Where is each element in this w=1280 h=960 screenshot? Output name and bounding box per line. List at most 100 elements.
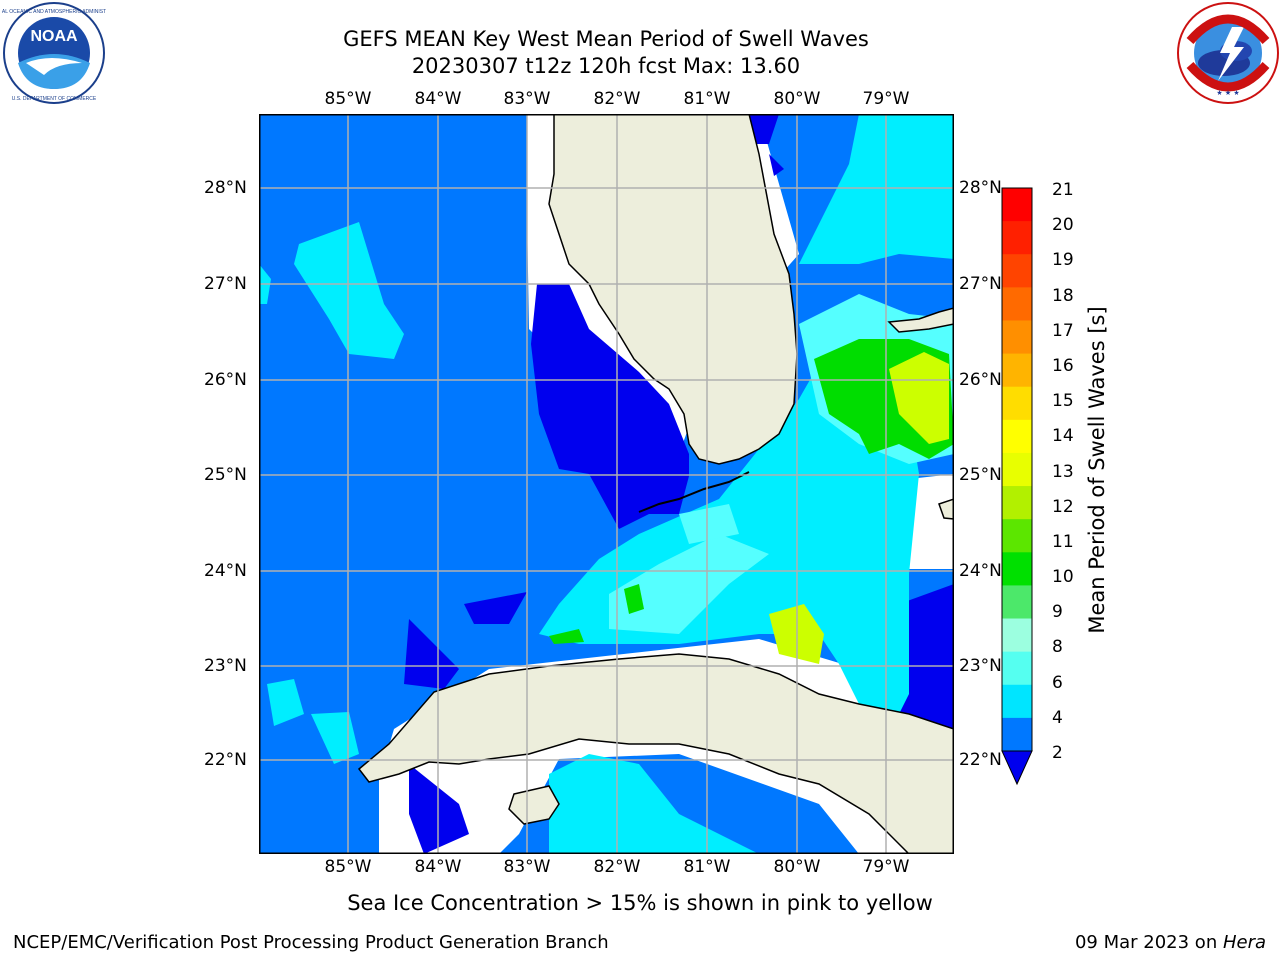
colorbar-band: [1002, 419, 1032, 454]
right-lat-label: 27°N: [959, 274, 1002, 294]
isla-juventud-land: [508, 785, 560, 825]
nws-logo-icon: ★ ★ ★: [1177, 2, 1279, 104]
colorbar-tick-label: 17: [1052, 320, 1074, 341]
svg-text:★ ★ ★: ★ ★ ★: [1216, 89, 1239, 97]
colorbar-band: [1002, 552, 1032, 586]
bahamas-land: [887, 307, 954, 333]
swell-period-map: [259, 114, 954, 854]
light-cyan-region: [679, 504, 739, 544]
colorbar-tick-label: 16: [1052, 355, 1074, 376]
host-name: Hera: [1222, 932, 1266, 953]
colorbar-band: [1002, 717, 1032, 752]
colorbar-tick-label: 18: [1052, 285, 1074, 306]
colorbar-band: [1002, 651, 1032, 686]
cyan-region: [311, 712, 359, 764]
colorbar-tick-label: 11: [1052, 531, 1074, 552]
top-lon-label: 85°W: [324, 89, 372, 109]
colorbar-under-triangle: [1001, 750, 1033, 786]
colorbar: [1001, 187, 1033, 786]
top-lon-label: 83°W: [503, 89, 551, 109]
right-lat-label: 25°N: [959, 465, 1002, 485]
bottom-lon-label: 85°W: [324, 857, 372, 877]
deep-blue-region: [769, 154, 784, 176]
map-grid: [259, 114, 954, 854]
svg-text:U.S. DEPARTMENT OF COMMERCE: U.S. DEPARTMENT OF COMMERCE: [12, 96, 97, 102]
green-region: [624, 584, 644, 614]
colorbar-band: [1002, 519, 1032, 553]
colorbar-tick-label: 4: [1052, 707, 1063, 728]
florida-keys: [638, 471, 750, 513]
top-lon-label: 81°W: [683, 89, 731, 109]
deep-blue-region: [409, 764, 469, 854]
right-lat-label: 28°N: [959, 178, 1002, 198]
bottom-lon-label: 80°W: [773, 857, 821, 877]
green-region: [549, 629, 584, 644]
left-lat-label: 26°N: [204, 370, 247, 390]
colorbar-label: Mean Period of Swell Waves [s]: [1085, 306, 1109, 634]
right-lat-label: 26°N: [959, 370, 1002, 390]
colorbar-tick-label: 19: [1052, 250, 1074, 271]
colorbar-tick-label: 13: [1052, 461, 1074, 482]
top-lon-label: 80°W: [773, 89, 821, 109]
left-lat-label: 27°N: [204, 274, 247, 294]
colorbar-band: [1002, 188, 1032, 222]
colorbar-band: [1002, 320, 1032, 355]
colorbar-tick-label: 2: [1052, 743, 1063, 763]
bottom-lon-label: 79°W: [862, 857, 910, 877]
colorbar-tick-label: 15: [1052, 391, 1074, 412]
top-lon-label: 84°W: [414, 89, 462, 109]
bahamas-land: [938, 498, 954, 520]
left-lat-label: 28°N: [204, 178, 247, 198]
bottom-lon-label: 83°W: [503, 857, 551, 877]
left-lat-label: 23°N: [204, 656, 247, 676]
map-title: GEFS MEAN Key West Mean Period of Swell …: [343, 27, 869, 51]
left-lat-label: 22°N: [204, 750, 247, 770]
colorbar-tick-label: 8: [1052, 637, 1063, 658]
colorbar-tick-label: 10: [1052, 567, 1074, 588]
colorbar-tick-label: 20: [1052, 215, 1074, 236]
right-lat-label: 24°N: [959, 561, 1002, 581]
colorbar-band: [1002, 618, 1032, 653]
colorbar-tick-label: 9: [1052, 602, 1063, 623]
colorbar-tick-label: 6: [1052, 672, 1063, 693]
svg-text:NOAA: NOAA: [30, 28, 78, 45]
left-lat-label: 24°N: [204, 561, 247, 581]
deep-blue-region: [749, 114, 779, 144]
yellow-green-region: [889, 352, 949, 444]
bottom-lon-label: 84°W: [414, 857, 462, 877]
deep-blue-region: [531, 284, 689, 529]
colorbar-band: [1002, 585, 1032, 620]
deep-blue-region: [404, 619, 459, 689]
cyan-region: [267, 679, 304, 726]
date-stamp: 09 Mar 2023 on Hera: [1074, 932, 1266, 953]
top-lon-label: 82°W: [593, 89, 641, 109]
top-lon-label: 79°W: [862, 89, 910, 109]
colorbar-band: [1002, 684, 1032, 719]
cyan-region: [799, 114, 954, 264]
bottom-lon-label: 82°W: [593, 857, 641, 877]
sea-ice-note: Sea Ice Concentration > 15% is shown in …: [347, 891, 933, 915]
colorbar-band: [1002, 486, 1032, 520]
florida-land: [548, 114, 798, 465]
no-data-region: [909, 474, 954, 569]
colorbar-tick-label: 14: [1052, 426, 1074, 447]
colorbar-band: [1002, 353, 1032, 388]
colorbar-band: [1002, 452, 1032, 487]
cyan-region: [294, 222, 404, 359]
left-lat-label: 25°N: [204, 465, 247, 485]
colorbar-tick-label: 21: [1052, 180, 1074, 200]
colorbar-band: [1002, 287, 1032, 321]
noaa-logo-icon: NOAA NATIONAL OCEANIC AND ATMOSPHERIC AD…: [2, 2, 106, 104]
light-cyan-region: [609, 534, 769, 634]
right-lat-label: 23°N: [959, 656, 1002, 676]
colorbar-band: [1002, 221, 1032, 255]
right-lat-label: 22°N: [959, 750, 1002, 770]
deep-blue-region: [899, 584, 954, 734]
map-subtitle: 20230307 t12z 120h fcst Max: 13.60: [411, 54, 801, 78]
deep-blue-region: [464, 592, 527, 624]
credit-text: NCEP/EMC/Verification Post Processing Pr…: [13, 932, 609, 953]
svg-text:NATIONAL OCEANIC AND ATMOSPHER: NATIONAL OCEANIC AND ATMOSPHERIC ADMINIS…: [2, 9, 106, 15]
bottom-lon-label: 81°W: [683, 857, 731, 877]
colorbar-tick-label: 12: [1052, 496, 1074, 517]
colorbar-band: [1002, 386, 1032, 421]
